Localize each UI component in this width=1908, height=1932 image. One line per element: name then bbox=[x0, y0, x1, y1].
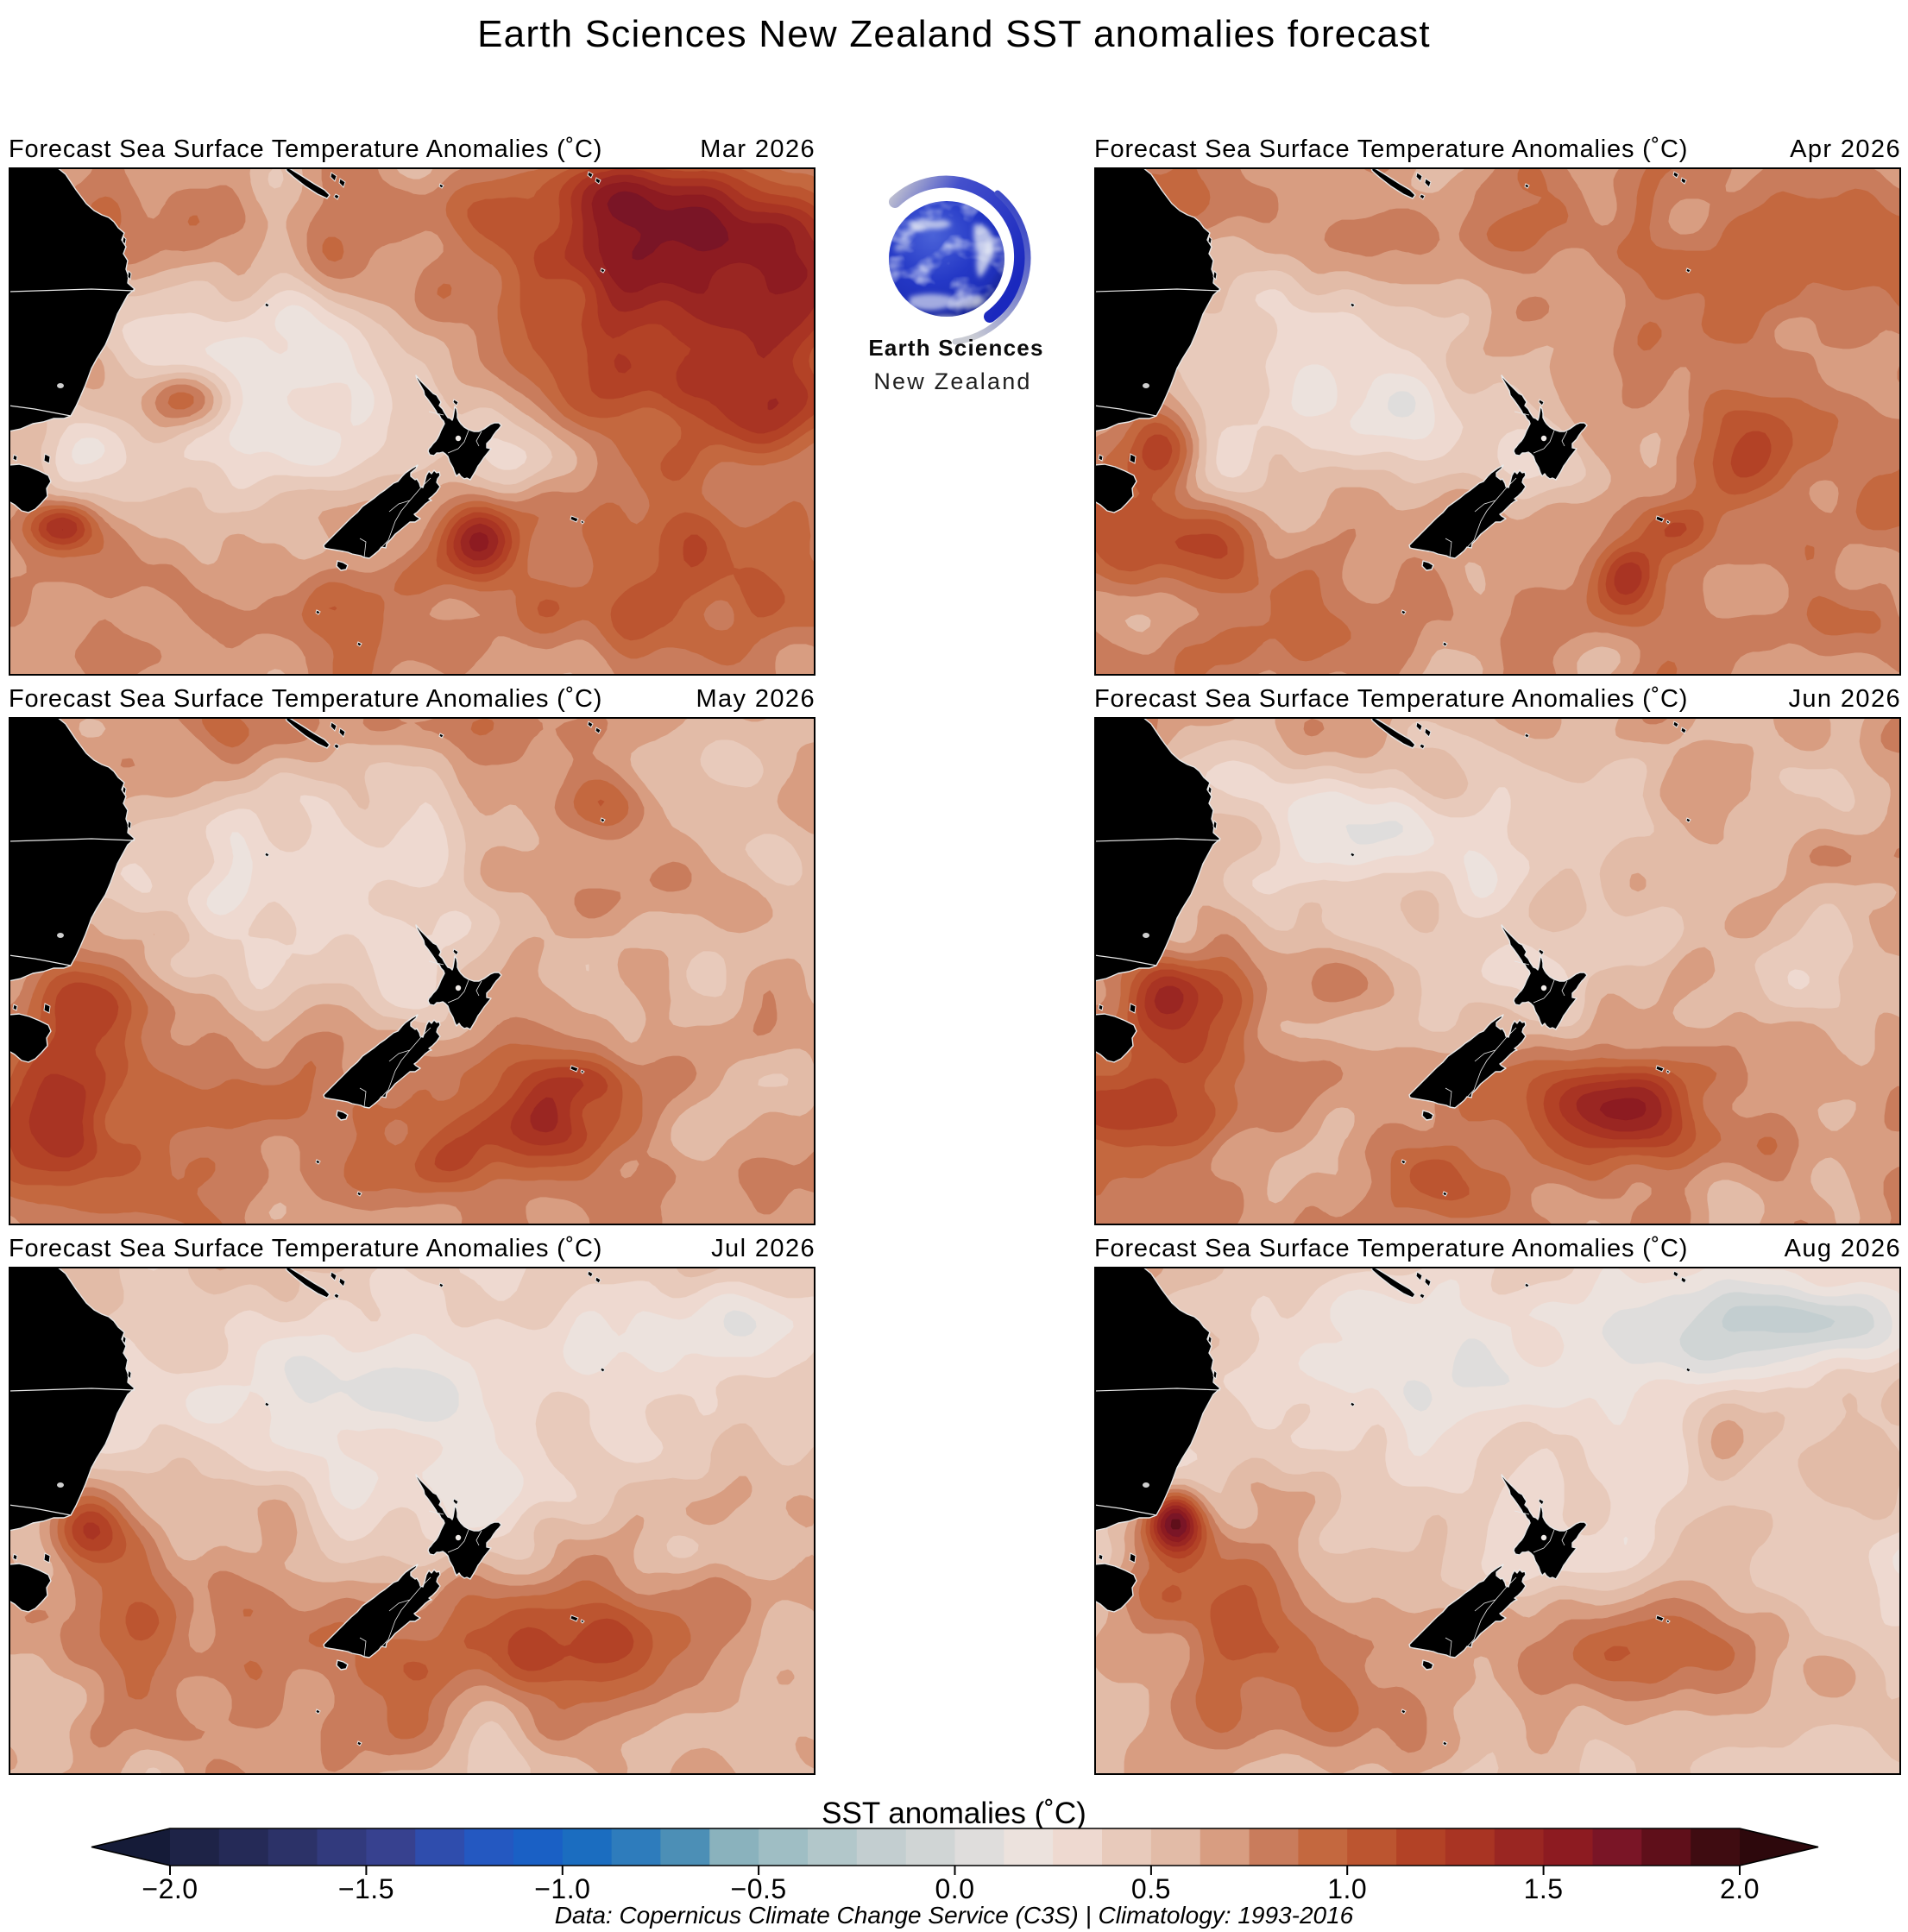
svg-text:0.0: 0.0 bbox=[935, 1873, 975, 1904]
svg-text:Earth Sciences: Earth Sciences bbox=[868, 335, 1043, 361]
svg-text:−1.0: −1.0 bbox=[534, 1873, 590, 1904]
svg-text:−1.5: −1.5 bbox=[338, 1873, 394, 1904]
svg-text:−2.0: −2.0 bbox=[142, 1873, 198, 1904]
svg-text:2.0: 2.0 bbox=[1720, 1873, 1760, 1904]
svg-text:1.0: 1.0 bbox=[1327, 1873, 1367, 1904]
svg-text:1.5: 1.5 bbox=[1524, 1873, 1564, 1904]
svg-text:0.5: 0.5 bbox=[1131, 1873, 1171, 1904]
svg-text:−0.5: −0.5 bbox=[731, 1873, 787, 1904]
svg-text:New Zealand: New Zealand bbox=[873, 368, 1031, 394]
